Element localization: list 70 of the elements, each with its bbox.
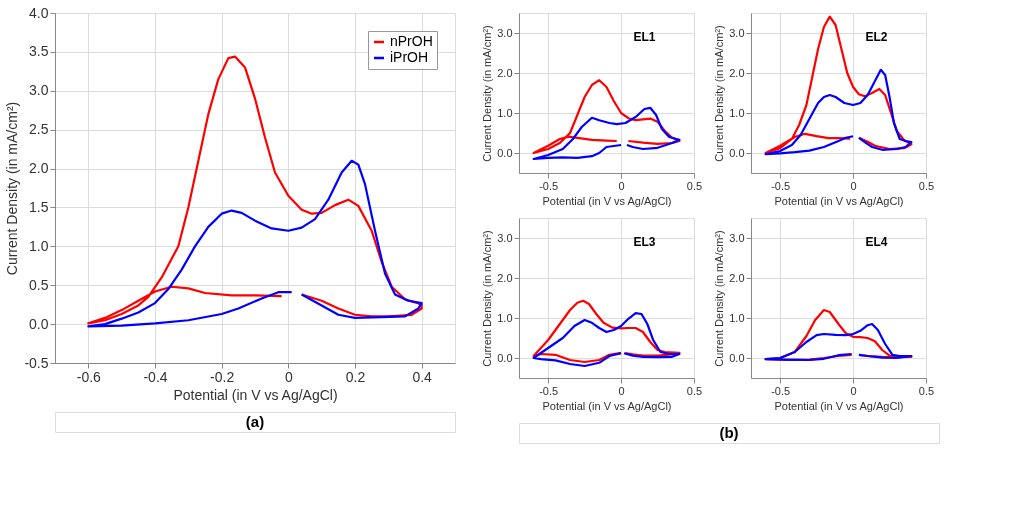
annotation: EL4 (865, 235, 888, 250)
x-tick-label: 0 (850, 179, 857, 192)
y-tick-label: 0.5 (29, 276, 49, 293)
y-tick-label: 3.5 (29, 43, 49, 60)
x-tick-label: 0 (850, 384, 857, 397)
y-tick-label: 4.0 (29, 4, 49, 21)
line-series (532, 299, 681, 364)
y-axis-title: Current Density (in mA/cm²) (4, 101, 21, 276)
y-tick-label: 0.0 (497, 351, 513, 364)
line-series (532, 79, 681, 155)
legend-label: iPrOH (390, 49, 429, 65)
line-series (764, 68, 913, 156)
y-tick-label: 3.0 (29, 82, 49, 99)
line-series (532, 312, 681, 368)
y-axis-title: Current Density (in mA/cm²) (481, 25, 494, 162)
y-tick-label: 0.0 (497, 146, 513, 159)
y-tick-label: 3.0 (729, 26, 745, 39)
x-axis-title: Potential (in V vs Ag/AgCl) (542, 399, 672, 412)
y-tick-label: -0.5 (24, 354, 49, 371)
x-tick-label: -0.6 (76, 368, 102, 385)
x-tick-label: -0.2 (210, 368, 235, 385)
annotation: EL1 (633, 30, 656, 45)
y-tick-label: 2.0 (729, 66, 745, 79)
x-tick-label: -0.5 (771, 384, 791, 397)
y-tick-label: 1.5 (29, 198, 49, 215)
x-tick-label: -0.4 (143, 368, 168, 385)
text: (b) (719, 424, 739, 441)
x-axis-title: Potential (in V vs Ag/AgCl) (774, 399, 904, 412)
x-tick-label: 0 (618, 384, 625, 397)
x-tick-label: 0.5 (686, 384, 703, 397)
y-tick-label: 1.0 (729, 106, 745, 119)
text: (a) (245, 413, 265, 430)
y-tick-label: 1.0 (497, 311, 513, 324)
y-tick-label: 3.0 (729, 231, 745, 244)
annotation: EL3 (633, 235, 656, 250)
x-tick-label: 0 (284, 368, 293, 385)
line-series (764, 15, 913, 155)
line-series (764, 322, 913, 362)
y-tick-label: 1.0 (497, 106, 513, 119)
y-tick-label: 3.0 (497, 26, 513, 39)
annotation: EL2 (865, 30, 888, 45)
line-series (87, 159, 423, 328)
y-tick-label: 2.0 (29, 160, 49, 177)
y-tick-label: 2.0 (497, 66, 513, 79)
y-tick-label: 0.0 (729, 146, 745, 159)
x-tick-label: 0 (618, 179, 625, 192)
y-tick-label: 0.0 (29, 315, 49, 332)
y-tick-label: 3.0 (497, 231, 513, 244)
x-tick-label: 0.5 (918, 179, 935, 192)
y-tick-label: 2.0 (729, 271, 745, 284)
x-axis-title: Potential (in V vs Ag/AgCl) (774, 194, 904, 207)
x-tick-label: 0.4 (412, 368, 433, 385)
x-tick-label: -0.5 (539, 384, 559, 397)
line-series (532, 106, 681, 161)
x-tick-label: -0.5 (539, 179, 559, 192)
y-tick-label: 1.0 (29, 237, 49, 254)
y-tick-label: 2.0 (497, 271, 513, 284)
y-tick-label: 2.5 (29, 121, 49, 138)
x-tick-label: 0.2 (345, 368, 366, 385)
y-tick-label: 1.0 (729, 311, 745, 324)
y-axis-title: Current Density (in mA/cm²) (713, 25, 726, 162)
x-tick-label: 0.5 (686, 179, 703, 192)
x-axis-title: Potential (in V vs Ag/AgCl) (173, 386, 338, 403)
x-tick-label: -0.5 (771, 179, 791, 192)
y-axis-title: Current Density (in mA/cm²) (713, 230, 726, 367)
legend-label: nPrOH (390, 33, 433, 49)
x-axis-title: Potential (in V vs Ag/AgCl) (542, 194, 672, 207)
y-axis-title: Current Density (in mA/cm²) (481, 230, 494, 367)
y-tick-label: 0.0 (729, 351, 745, 364)
x-tick-label: 0.5 (918, 384, 935, 397)
